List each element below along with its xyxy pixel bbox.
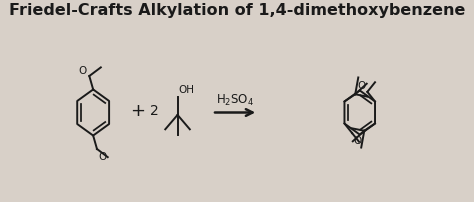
Text: +: + bbox=[130, 102, 146, 120]
Text: Friedel-Crafts Alkylation of 1,4-dimethoxybenzene: Friedel-Crafts Alkylation of 1,4-dimetho… bbox=[9, 3, 465, 18]
Text: OH: OH bbox=[179, 84, 195, 94]
Text: O: O bbox=[79, 65, 87, 75]
Text: 2: 2 bbox=[150, 104, 159, 118]
Text: O: O bbox=[99, 151, 107, 161]
Text: O: O bbox=[354, 135, 362, 145]
Text: H$_2$SO$_4$: H$_2$SO$_4$ bbox=[216, 92, 254, 107]
Text: O: O bbox=[357, 81, 366, 91]
